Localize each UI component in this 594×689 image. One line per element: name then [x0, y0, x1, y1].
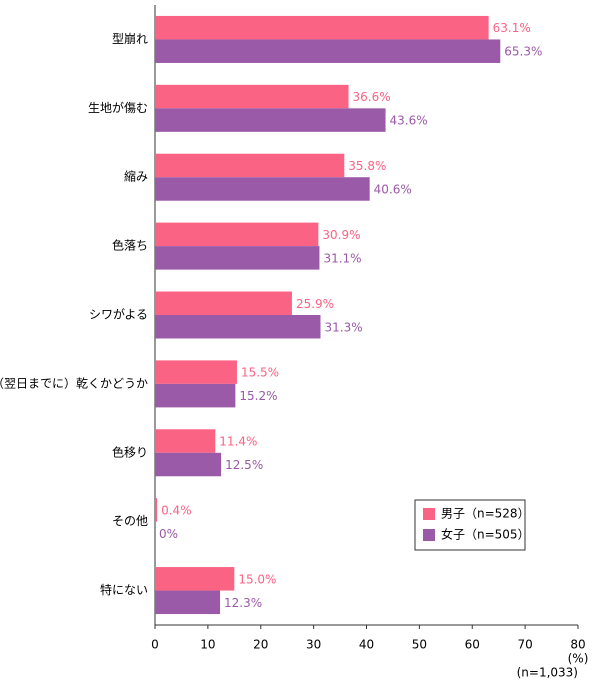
value-label: 12.5%	[225, 458, 263, 472]
bar	[155, 84, 349, 109]
bar	[155, 429, 216, 453]
x-tick-label: 0	[151, 638, 159, 652]
value-label: 11.4%	[219, 435, 257, 449]
x-tick-label: 30	[306, 638, 321, 652]
value-label: 40.6%	[374, 182, 412, 196]
x-tick-label: 10	[200, 638, 215, 652]
value-label: 31.1%	[323, 251, 361, 265]
legend-label: 女子（n=505）	[441, 527, 530, 542]
y-tick-label: 特にない	[100, 582, 148, 597]
bar	[155, 360, 237, 384]
value-label: 15.5%	[241, 366, 279, 380]
legend-label: 男子（n=528）	[441, 507, 530, 521]
bar	[155, 39, 501, 63]
value-label: 36.6%	[353, 90, 391, 104]
y-tick-label: （翌日までに）乾くかどうか	[0, 376, 148, 390]
value-label: 15.0%	[238, 572, 276, 586]
x-tick-label: 20	[253, 638, 268, 652]
y-tick-label: その他	[112, 514, 148, 528]
bar	[155, 15, 489, 40]
value-label: 0%	[159, 527, 178, 541]
value-label: 30.9%	[322, 228, 360, 242]
value-label: 63.1%	[493, 21, 531, 35]
value-label: 31.3%	[324, 320, 362, 334]
value-label: 43.6%	[390, 114, 428, 128]
x-tick-label: 50	[412, 638, 427, 652]
x-tick-label: 80	[570, 638, 585, 652]
y-tick-label: 色落ち	[112, 239, 148, 253]
value-label: 65.3%	[504, 45, 542, 59]
x-tick-label: 60	[465, 638, 480, 652]
bar	[155, 153, 345, 178]
legend-swatch	[423, 529, 435, 541]
bar	[155, 567, 235, 591]
bar	[155, 291, 292, 315]
bar	[155, 590, 221, 615]
bar	[155, 452, 222, 477]
value-label: 12.3%	[224, 596, 262, 610]
legend-swatch	[423, 508, 435, 520]
value-label: 25.9%	[296, 297, 334, 311]
bar	[155, 383, 236, 408]
y-tick-label: 生地が傷む	[88, 100, 148, 115]
y-tick-label: シワがよる	[89, 307, 148, 322]
x-axis-label: (%)	[568, 652, 589, 666]
y-tick-label: 型崩れ	[112, 32, 148, 46]
bar	[155, 177, 370, 201]
x-tick-label: 70	[517, 638, 532, 652]
bar	[155, 498, 158, 522]
value-label: 35.8%	[348, 159, 386, 173]
y-tick-label: 色移り	[112, 445, 148, 459]
note: (n=1,033)	[517, 666, 578, 680]
bar	[155, 315, 321, 339]
bar	[155, 108, 386, 132]
y-tick-label: 縮み	[124, 169, 148, 184]
bar	[155, 222, 319, 247]
value-label: 15.2%	[239, 389, 277, 403]
value-label: 0.4%	[161, 503, 192, 517]
x-tick-label: 40	[359, 638, 374, 652]
bar	[155, 246, 320, 270]
